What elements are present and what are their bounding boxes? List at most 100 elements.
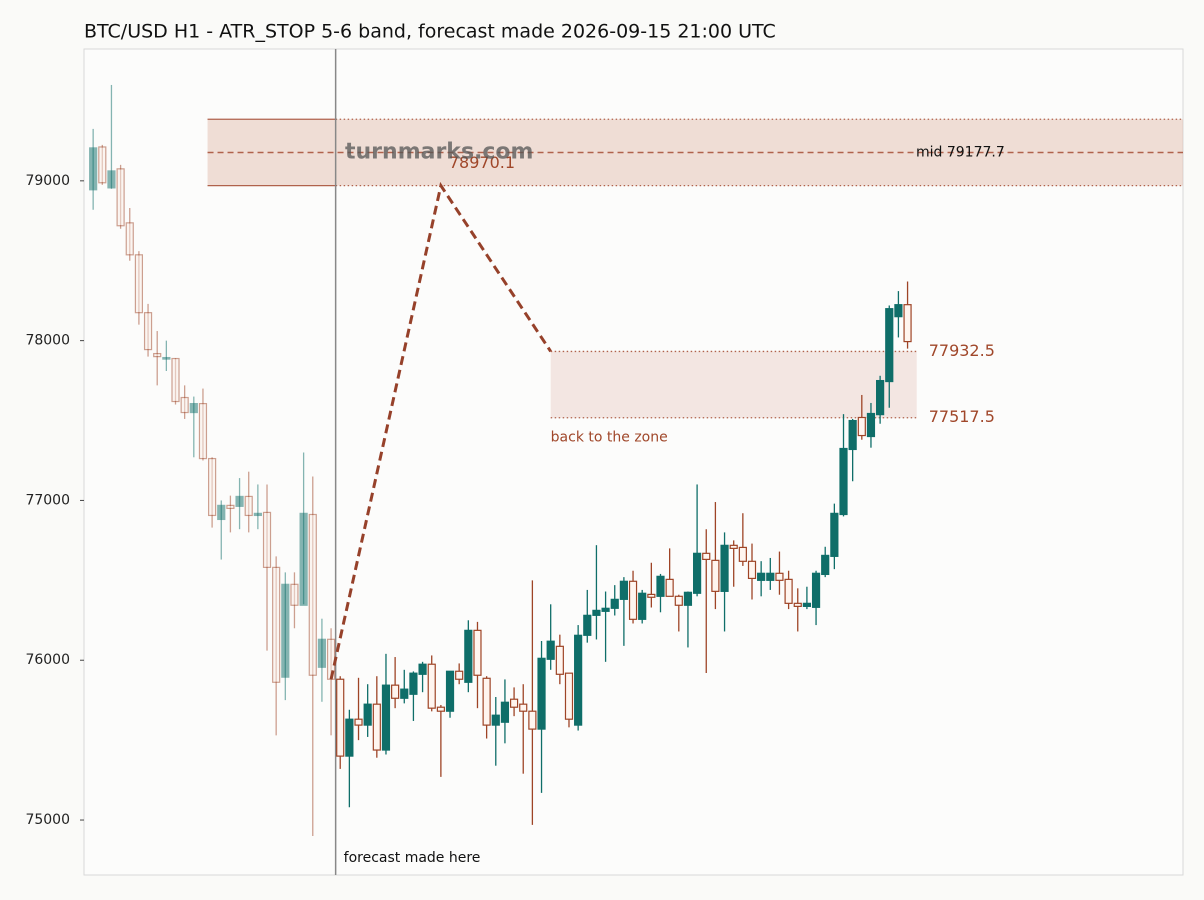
candle-body [400, 688, 409, 699]
band-mid-label: mid 79177.7 [916, 144, 1005, 160]
candle-body [564, 672, 574, 720]
candle-body [555, 645, 564, 675]
candle-body [125, 222, 134, 256]
forecast-path [329, 181, 552, 680]
candle-body [802, 602, 812, 607]
y-tick-label: 79000 [25, 173, 70, 189]
candle-body [638, 592, 647, 620]
candle-body [738, 546, 747, 562]
candle-body [153, 352, 162, 358]
candle-body [519, 703, 528, 712]
candle-body [537, 657, 546, 730]
candle-body [217, 504, 226, 521]
candle-body [226, 504, 235, 510]
candle-body [692, 552, 702, 594]
candle-body [107, 170, 116, 189]
candle-body [702, 552, 711, 560]
candle-body [720, 544, 729, 592]
candle-body [830, 512, 839, 557]
candle-body [427, 663, 436, 709]
candle-body [821, 554, 830, 576]
candle-body [866, 412, 876, 438]
candle-body [775, 572, 784, 581]
candle-body [89, 147, 98, 191]
candle-body [336, 678, 345, 757]
candle-body [528, 710, 537, 730]
candle-body [793, 602, 802, 607]
zone-value-label: 77932.5 [929, 341, 995, 360]
candle-body [784, 578, 793, 604]
candle-body [482, 677, 491, 726]
candle-body [711, 559, 720, 592]
candle-body [317, 638, 327, 668]
candle-body [455, 670, 464, 680]
candle-body [180, 396, 189, 414]
candle-body [592, 609, 601, 616]
candle-body [766, 572, 775, 581]
candle-body [619, 580, 628, 600]
candle-body [665, 578, 674, 597]
candle-body [391, 684, 400, 699]
candle-body [729, 544, 738, 549]
candle-body [235, 495, 244, 507]
plot-area [83, 48, 1184, 876]
candle-body [98, 146, 107, 184]
candle-body [308, 513, 317, 676]
candle-body [574, 634, 583, 726]
candle-body [244, 495, 253, 517]
candle-body [143, 312, 153, 351]
candle-body [436, 706, 445, 712]
candle-body [299, 512, 308, 606]
candle-body [281, 583, 290, 678]
y-tick-label: 77000 [25, 492, 70, 508]
candle-body [546, 640, 555, 660]
candle-body [876, 379, 885, 416]
watermark: turnmarks.com [345, 139, 533, 164]
candle-body [656, 575, 665, 597]
candle-body [372, 703, 381, 751]
candle-body [491, 714, 500, 726]
candle-body [857, 416, 866, 437]
candle-body [674, 595, 683, 606]
candle-body [354, 718, 363, 726]
candle-body [381, 684, 391, 751]
candle-body [747, 560, 757, 580]
candle-body [757, 572, 766, 581]
forecast-label: forecast made here [344, 850, 481, 866]
candle-body [894, 304, 903, 318]
candle-body [610, 598, 619, 609]
candle-body [272, 566, 281, 683]
zone [550, 351, 917, 418]
candle-body [628, 580, 638, 620]
candle-body [116, 168, 125, 227]
candle-body [162, 356, 171, 360]
candle-body [189, 402, 198, 414]
chart-title: BTC/USD H1 - ATR_STOP 5-6 band, forecast… [84, 21, 776, 43]
candle-body [198, 402, 208, 460]
candle-body [601, 607, 610, 612]
candle-body [208, 457, 217, 517]
y-tick-label: 78000 [25, 333, 70, 349]
candle-body [500, 701, 510, 723]
candle-body [464, 629, 473, 683]
candle-body [134, 254, 144, 314]
candle-body [647, 593, 656, 598]
candle-body [418, 663, 427, 675]
y-tick-label: 76000 [25, 652, 70, 668]
candle-body [262, 511, 272, 568]
candle-body [473, 629, 482, 676]
candle-body [509, 698, 519, 708]
candle-body [848, 419, 857, 451]
candle-body [171, 357, 180, 403]
zone-value-label: 77517.5 [929, 407, 995, 426]
candle-body [811, 572, 821, 608]
candle-body [253, 512, 262, 517]
candle-body [409, 672, 418, 695]
target-label: 78970.1 [449, 153, 515, 172]
candle-body [683, 591, 693, 606]
candle-body [583, 614, 592, 636]
y-tick-label: 75000 [25, 812, 70, 828]
candle-body [903, 304, 912, 343]
